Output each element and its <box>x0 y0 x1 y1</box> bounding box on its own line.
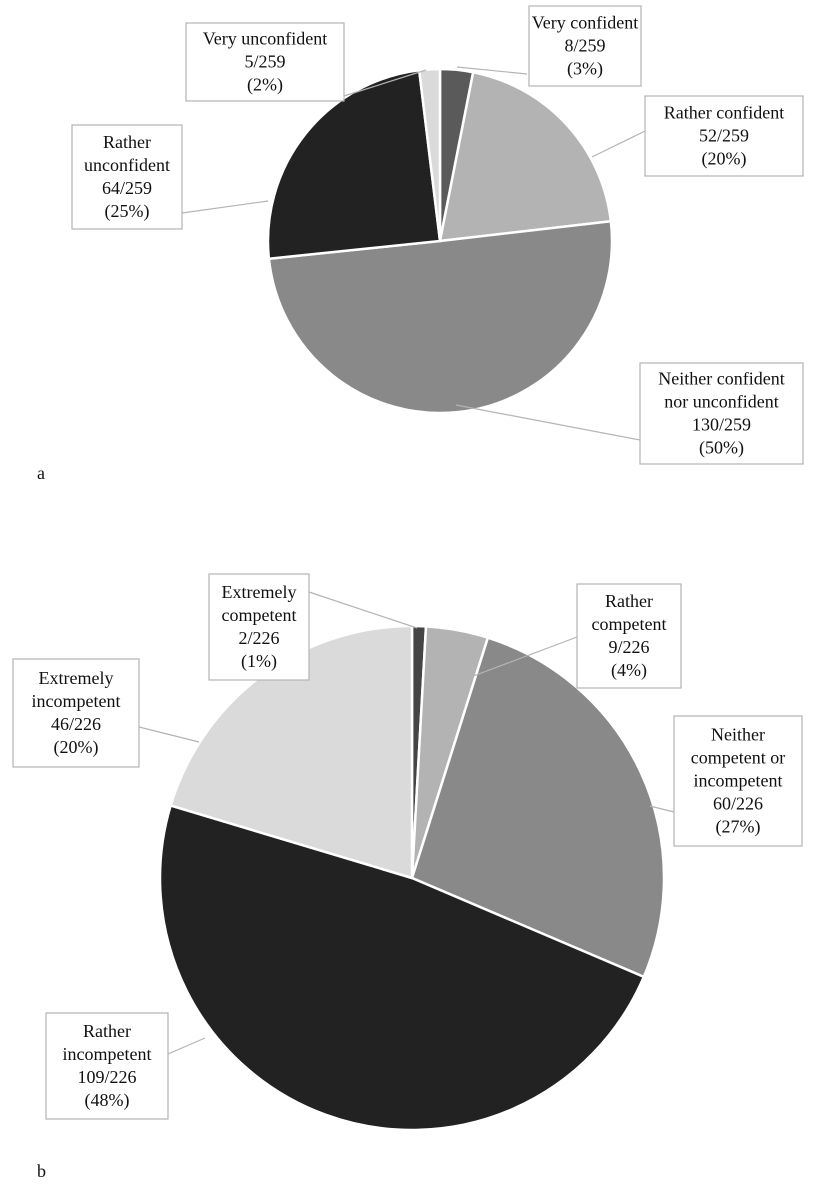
pie-b-data-label-0-2: 2/226 <box>238 628 279 648</box>
panel-letter-b: b <box>37 1161 46 1181</box>
pie-a-label-box-2 <box>639 362 804 465</box>
pie-a-slice-4 <box>417 67 442 242</box>
pie-b-data-label-2-1: competent or <box>691 748 785 768</box>
pie-a-label-box-4 <box>185 22 345 102</box>
pie-a-data-label-3-0: Rather <box>103 132 151 152</box>
pie-b-data-label-1-3: (4%) <box>611 660 647 681</box>
pie-a-data-label-2-1: nor unconfident <box>664 392 778 412</box>
pie-b-data-label-0-3: (1%) <box>241 651 277 672</box>
pie-b-data-label-4-2: 46/226 <box>51 714 101 734</box>
pie-b-leader-line-2 <box>649 805 675 813</box>
pie-b-data-label-3-2: 109/226 <box>77 1067 136 1087</box>
pie-a-leader-line-3 <box>181 200 269 214</box>
pie-chart-a: Very confident 8/259 (3%) Rather confident 5… <box>71 5 804 465</box>
pie-b-data-label-0-1: competent <box>222 605 297 625</box>
pie-a-slice-1 <box>438 70 613 243</box>
pie-b-data-label-3-3: (48%) <box>85 1090 130 1111</box>
pie-b-label-box-2 <box>673 715 803 847</box>
pie-a-data-label-1-1: 52/259 <box>699 126 749 146</box>
pie-a-slice-2 <box>267 219 614 415</box>
pie-a-leader-line-4 <box>343 69 427 97</box>
pie-a-slice-3 <box>266 68 442 261</box>
pie-b-data-label-3-1: incompetent <box>63 1044 152 1064</box>
pie-a-data-label-2-2: 130/259 <box>692 415 751 435</box>
pie-b-slice-2 <box>410 636 666 979</box>
pie-b-data-label-2-0: Neither <box>711 725 765 745</box>
pie-a-data-label-4-2: (2%) <box>247 75 283 96</box>
pie-a-data-label-1-0: Rather confident <box>664 103 784 123</box>
pie-a-data-label-4-0: Very unconfident <box>203 29 327 49</box>
pie-a-label-box-0 <box>528 5 642 87</box>
pie-b-slice-3 <box>158 803 646 1132</box>
pie-b-data-label-2-2: incompetent <box>694 771 783 791</box>
pie-b-data-label-1-2: 9/226 <box>608 637 649 657</box>
pie-b-data-label-2-3: 60/226 <box>713 794 763 814</box>
pie-chart-b: Extremely competent 2/226 (1%) Rather compete… <box>12 573 803 1132</box>
pie-a-data-label-3-2: 64/259 <box>102 178 152 198</box>
pie-b-data-label-1-1: competent <box>592 614 667 634</box>
pie-a-leader-line-1 <box>591 130 646 158</box>
pie-b-label-box-4 <box>12 658 140 768</box>
pie-a-leader-line-2 <box>455 404 641 441</box>
pie-b-data-label-0-0: Extremely <box>222 582 297 602</box>
pie-b-data-label-2-4: (27%) <box>716 817 761 838</box>
pie-a-label-box-1 <box>644 95 804 177</box>
pie-a-data-label-0-0: Very confident <box>532 13 638 33</box>
pie-a-data-label-3-1: unconfident <box>84 155 170 175</box>
panel-letter-a: a <box>37 463 45 483</box>
pie-b-data-label-4-0: Extremely <box>39 668 114 688</box>
pie-b-leader-line-1 <box>467 636 578 679</box>
pie-b-leader-line-3 <box>167 1037 206 1055</box>
pie-a-data-label-0-2: (3%) <box>567 59 603 80</box>
pie-a-label-box-3 <box>71 124 183 230</box>
pie-b-leader-line-4 <box>138 726 200 743</box>
pie-a-data-label-0-1: 8/259 <box>564 36 605 56</box>
pie-b-data-label-3-0: Rather <box>83 1021 131 1041</box>
pie-b-data-label-4-1: incompetent <box>32 691 121 711</box>
pie-b-data-label-4-3: (20%) <box>54 737 99 758</box>
pie-b-label-box-3 <box>45 1012 169 1120</box>
pie-a-leader-line-0 <box>456 66 528 75</box>
pie-a-data-label-4-1: 5/259 <box>244 52 285 72</box>
pie-b-label-box-0 <box>208 573 310 681</box>
pie-b-label-box-1 <box>576 583 682 689</box>
pie-b-leader-line-0 <box>308 591 418 629</box>
pie-a-data-label-2-3: (50%) <box>699 438 744 459</box>
pie-a-data-label-2-0: Neither confident <box>658 369 784 389</box>
pie-b-data-label-1-0: Rather <box>605 591 653 611</box>
pie-a-data-label-1-2: (20%) <box>702 149 747 170</box>
pie-a-data-label-3-3: (25%) <box>105 201 150 222</box>
